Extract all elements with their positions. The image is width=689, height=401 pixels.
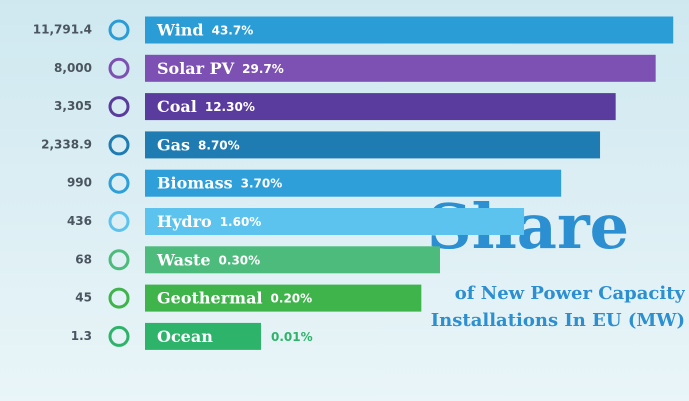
bar	[145, 284, 422, 312]
share-label: 43.7%	[212, 24, 254, 38]
bar	[145, 169, 562, 197]
value-label: 990	[67, 176, 92, 190]
category-label: Wind	[156, 21, 204, 40]
icon	[108, 96, 130, 118]
value-label: 2,338.9	[41, 137, 92, 151]
share-label: 8.70%	[198, 138, 240, 152]
bar	[145, 54, 656, 82]
category-label: Hydro	[157, 212, 212, 231]
bar	[145, 322, 262, 350]
category-label: Coal	[157, 97, 197, 116]
value-label: 11,791.4	[33, 23, 92, 37]
category-label: Ocean	[157, 327, 213, 346]
icon	[108, 134, 130, 156]
icon	[108, 287, 130, 309]
value-label: 1.3	[71, 329, 92, 343]
category-label: Solar PV	[157, 59, 235, 78]
category-label: Geothermal	[157, 289, 263, 308]
icon	[108, 325, 130, 347]
bar	[145, 246, 441, 274]
category-label: Gas	[157, 135, 190, 154]
share-label: 12.30%	[205, 100, 255, 114]
bar	[145, 208, 525, 235]
value-label: 8,000	[54, 61, 92, 75]
category-label: Biomass	[157, 174, 233, 193]
bar	[145, 16, 674, 44]
value-label: 3,305	[54, 99, 92, 113]
icon	[108, 249, 130, 271]
chart-subtitle: of New Power Capacity Installations In E…	[430, 283, 685, 331]
value-label: 68	[75, 252, 92, 266]
icon	[108, 211, 130, 232]
share-label: 0.20%	[271, 292, 313, 306]
bar	[145, 131, 601, 159]
share-label: 0.01%	[271, 330, 313, 344]
share-label: 29.7%	[242, 62, 284, 76]
icon	[108, 172, 130, 194]
bar	[145, 93, 616, 121]
category-label: Waste	[156, 250, 211, 269]
value-label: 436	[67, 214, 92, 228]
icon	[108, 19, 130, 41]
share-label: 0.30%	[219, 253, 261, 267]
value-label: 45	[75, 291, 92, 305]
share-label: 1.60%	[220, 215, 262, 229]
icon	[108, 57, 130, 79]
share-label: 3.70%	[241, 177, 283, 191]
subtitle-box: of New Power Capacity Installations In E…	[430, 283, 685, 331]
